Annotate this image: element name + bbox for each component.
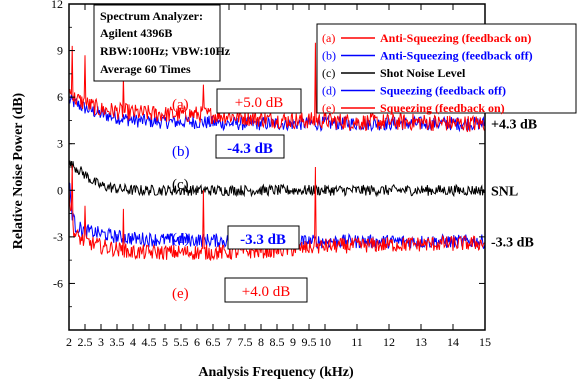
legend-tag: (d) bbox=[322, 84, 336, 98]
x-tick-label: 4 bbox=[130, 335, 136, 349]
series-e-value-box bbox=[224, 277, 308, 303]
info-box-line-1: Spectrum Analyzer: bbox=[100, 9, 203, 23]
y-tick-label: 3 bbox=[57, 137, 63, 151]
x-tick-label: 3 bbox=[98, 335, 104, 349]
series-a-value-box bbox=[216, 88, 302, 114]
y-tick-label: -6 bbox=[53, 276, 63, 290]
legend-label: Squeezing (feedback off) bbox=[380, 84, 506, 98]
legend-tag: (e) bbox=[322, 101, 335, 115]
x-tick-label: 4.5 bbox=[142, 335, 157, 349]
series-a-tag: (a) bbox=[172, 97, 189, 113]
series-d-value-box bbox=[227, 225, 300, 250]
info-box: Spectrum Analyzer: Agilent 4396B RBW:100… bbox=[93, 4, 231, 82]
legend-tag: (c) bbox=[322, 66, 335, 80]
legend-label: Shot Noise Level bbox=[380, 66, 466, 80]
right-value-label: -3.3 dB bbox=[491, 236, 534, 251]
x-tick-label: 9 bbox=[290, 335, 296, 349]
series-d-value: -3.3 dB bbox=[240, 232, 286, 248]
x-tick-label: 14 bbox=[447, 335, 459, 349]
x-tick-label: 15 bbox=[479, 335, 491, 349]
legend-label: Anti-Squeezing (feedback off) bbox=[380, 49, 533, 63]
series-e-tag: (e) bbox=[172, 286, 189, 302]
right-value-label: SNL bbox=[491, 184, 518, 199]
x-axis-label: Analysis Frequency (kHz) bbox=[198, 365, 354, 380]
right-label-layer: +4.3 dB SNL -3.3 dB bbox=[491, 118, 537, 251]
x-tick-label: 6.5 bbox=[206, 335, 221, 349]
x-tick-label: 10 bbox=[319, 335, 331, 349]
y-tick-label: -3 bbox=[53, 230, 63, 244]
y-tick-label: 12 bbox=[51, 0, 63, 11]
y-tick-label: 9 bbox=[57, 44, 63, 58]
y-axis-label: Relative Noise Power (dB) bbox=[11, 92, 26, 249]
x-tick-label: 8 bbox=[258, 335, 264, 349]
x-tick-label: 3.5 bbox=[110, 335, 125, 349]
annotation-layer: (a) +5.0 dB (b) -4.3 dB (c) (d) -3.3 dB … bbox=[172, 88, 308, 303]
series-line-e bbox=[68, 165, 486, 262]
series-b-value: -4.3 dB bbox=[227, 141, 273, 157]
legend-tag: (b) bbox=[322, 49, 336, 63]
x-tick-label: 11 bbox=[351, 335, 363, 349]
x-tick-label: 5.5 bbox=[174, 335, 189, 349]
series-d-tag: (d) bbox=[172, 231, 190, 247]
chart-axis-layer: 2 2.5 3 3.5 4 4.5 5 5.5 6 6.5 7 7.5 8 8.5 9 9.5 10 11 12 13… bbox=[51, 0, 491, 349]
y-tick-label: 6 bbox=[57, 90, 63, 104]
series-e-value: +4.0 dB bbox=[242, 284, 290, 300]
x-tick-label: 2 bbox=[66, 335, 72, 349]
x-tick-label: 7 bbox=[226, 335, 232, 349]
info-box-line-3: RBW:100Hz; VBW:10Hz bbox=[100, 44, 231, 58]
x-tick-label: 13 bbox=[415, 335, 427, 349]
x-tick-label: 5 bbox=[162, 335, 168, 349]
right-value-label: +4.3 dB bbox=[491, 118, 537, 133]
series-c-tag: (c) bbox=[172, 177, 189, 193]
series-line-a bbox=[68, 42, 486, 133]
legend: (a) Anti-Squeezing (feedback on) (b) Anti-S… bbox=[316, 23, 577, 115]
info-box-line-4: Average 60 Times bbox=[100, 62, 191, 76]
x-tick-label: 8.5 bbox=[270, 335, 285, 349]
info-box-line-2: Agilent 4396B bbox=[100, 26, 172, 40]
x-tick-label: 6 bbox=[194, 335, 200, 349]
series-a-value: +5.0 dB bbox=[235, 95, 283, 111]
legend-label: Anti-Squeezing (feedback on) bbox=[380, 31, 531, 45]
x-tick-label: 2.5 bbox=[78, 335, 93, 349]
legend-label: Squeezing (feedback on) bbox=[380, 101, 505, 115]
chart-series-layer bbox=[68, 42, 486, 262]
series-b-tag: (b) bbox=[172, 144, 190, 160]
x-tick-label: 12 bbox=[383, 335, 395, 349]
x-tick-label: 7.5 bbox=[238, 335, 253, 349]
legend-tag: (a) bbox=[322, 31, 335, 45]
x-tick-label: 9.5 bbox=[302, 335, 317, 349]
series-b-value-box bbox=[215, 134, 285, 159]
series-line-c bbox=[68, 160, 486, 198]
y-tick-label: 0 bbox=[57, 183, 63, 197]
